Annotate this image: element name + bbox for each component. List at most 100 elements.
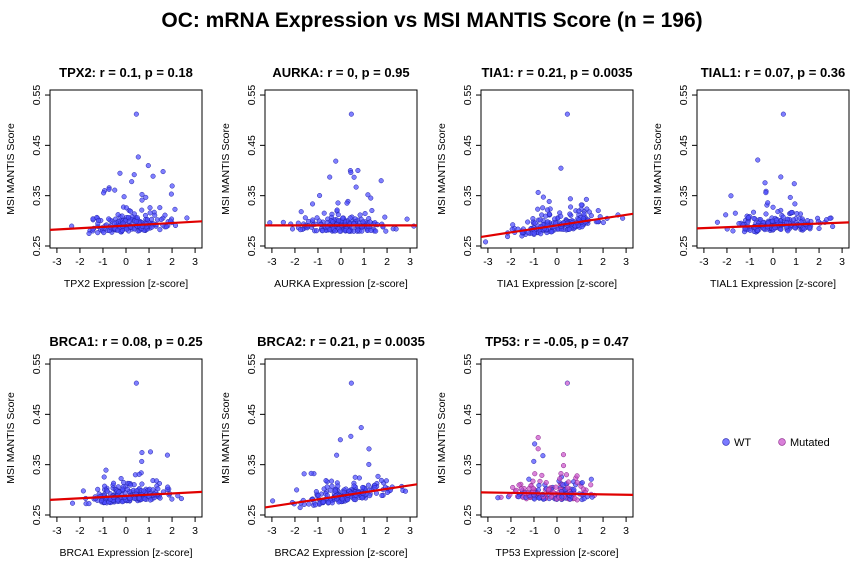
x-tick-label: -1 bbox=[745, 256, 754, 268]
point-mutated bbox=[558, 470, 564, 477]
point-wt bbox=[129, 179, 135, 185]
x-tick-label: 0 bbox=[554, 525, 560, 537]
point-wt bbox=[160, 169, 166, 175]
point-mutated bbox=[563, 472, 570, 478]
point-wt bbox=[792, 201, 798, 207]
point-wt bbox=[101, 190, 107, 196]
y-tick-label: 0.55 bbox=[246, 85, 258, 106]
point-wt bbox=[568, 204, 574, 210]
x-tick-label: 0 bbox=[123, 525, 129, 537]
point-wt bbox=[139, 191, 145, 197]
point-wt bbox=[348, 170, 354, 176]
point-wt bbox=[775, 209, 781, 215]
point-wt bbox=[792, 225, 798, 231]
point-wt bbox=[86, 501, 92, 507]
x-tick-label: -1 bbox=[313, 525, 322, 537]
point-wt bbox=[359, 495, 365, 501]
x-tick-label: 2 bbox=[600, 256, 606, 268]
point-wt bbox=[540, 453, 546, 459]
point-wt bbox=[571, 487, 577, 493]
point-wt bbox=[336, 218, 342, 224]
point-wt bbox=[333, 158, 339, 164]
point-wt bbox=[532, 441, 538, 447]
y-tick-label: 0.55 bbox=[462, 354, 474, 375]
fit-line bbox=[481, 491, 633, 496]
point-wt bbox=[143, 194, 149, 200]
x-tick-label: 2 bbox=[384, 256, 390, 268]
point-mutated bbox=[530, 478, 536, 484]
point-wt bbox=[335, 212, 341, 218]
scatter-points bbox=[481, 380, 633, 503]
point-wt bbox=[358, 425, 364, 431]
point-wt bbox=[754, 227, 761, 234]
point-wt bbox=[578, 202, 584, 208]
point-wt bbox=[351, 174, 357, 180]
point-wt bbox=[310, 217, 316, 223]
point-outlier bbox=[133, 380, 139, 386]
point-wt bbox=[147, 210, 153, 216]
point-wt bbox=[155, 486, 161, 492]
y-tick-label: 0.55 bbox=[462, 85, 474, 106]
point-wt bbox=[172, 206, 178, 212]
x-tick-label: 2 bbox=[169, 256, 175, 268]
point-wt bbox=[567, 196, 573, 202]
point-wt bbox=[730, 228, 736, 234]
point-wt bbox=[337, 437, 343, 443]
point-wt bbox=[178, 496, 184, 502]
x-tick-label: -3 bbox=[52, 525, 61, 537]
point-wt bbox=[128, 208, 134, 214]
point-wt bbox=[537, 217, 543, 223]
y-tick-label: 0.25 bbox=[246, 505, 258, 526]
point-wt bbox=[69, 500, 76, 506]
point-wt bbox=[586, 209, 592, 215]
x-tick-label: 2 bbox=[600, 525, 606, 537]
point-wt bbox=[750, 209, 757, 215]
point-wt bbox=[368, 195, 374, 201]
point-wt bbox=[787, 194, 793, 200]
point-wt bbox=[335, 200, 341, 206]
point-wt bbox=[723, 212, 729, 218]
point-wt bbox=[162, 212, 168, 218]
x-axis-label: BRCA2 Expression [z-score] bbox=[274, 547, 407, 559]
point-mutated bbox=[574, 479, 580, 486]
fit-line bbox=[50, 490, 202, 501]
point-wt bbox=[526, 476, 532, 482]
point-wt bbox=[280, 219, 286, 225]
point-wt bbox=[95, 486, 101, 492]
point-wt bbox=[372, 485, 378, 491]
y-tick-label: 0.25 bbox=[462, 236, 474, 257]
panel-title: BRCA2: r = 0.21, p = 0.0035 bbox=[257, 334, 425, 349]
point-wt bbox=[157, 495, 163, 501]
y-tick-label: 0.45 bbox=[462, 404, 474, 425]
point-wt bbox=[124, 486, 131, 492]
x-tick-label: 1 bbox=[577, 525, 583, 537]
x-tick-label: -2 bbox=[290, 525, 299, 537]
point-wt bbox=[384, 489, 390, 495]
point-wt bbox=[763, 211, 769, 217]
point-wt bbox=[365, 482, 371, 488]
point-wt bbox=[728, 193, 734, 199]
point-wt bbox=[142, 212, 149, 218]
point-wt bbox=[378, 477, 385, 483]
point-wt bbox=[289, 226, 296, 232]
point-wt bbox=[121, 194, 127, 200]
figure-title: OC: mRNA Expression vs MSI MANTIS Score … bbox=[161, 9, 702, 32]
x-tick-label: 3 bbox=[623, 256, 629, 268]
point-wt bbox=[164, 452, 170, 458]
point-wt bbox=[357, 212, 363, 218]
point-wt bbox=[147, 449, 154, 455]
point-wt bbox=[128, 482, 134, 488]
point-wt bbox=[149, 224, 155, 230]
point-wt bbox=[559, 494, 565, 500]
point-wt bbox=[153, 478, 160, 484]
y-tick-label: 0.45 bbox=[246, 135, 258, 156]
point-wt bbox=[778, 226, 784, 233]
x-tick-label: -1 bbox=[98, 525, 107, 537]
y-tick-label: 0.45 bbox=[678, 135, 690, 156]
point-wt bbox=[297, 505, 303, 511]
point-wt bbox=[139, 481, 145, 487]
point-wt bbox=[382, 214, 388, 220]
point-wt bbox=[80, 488, 86, 494]
point-wt bbox=[360, 484, 366, 490]
y-axis-label: MSI MANTIS Score bbox=[652, 123, 664, 215]
